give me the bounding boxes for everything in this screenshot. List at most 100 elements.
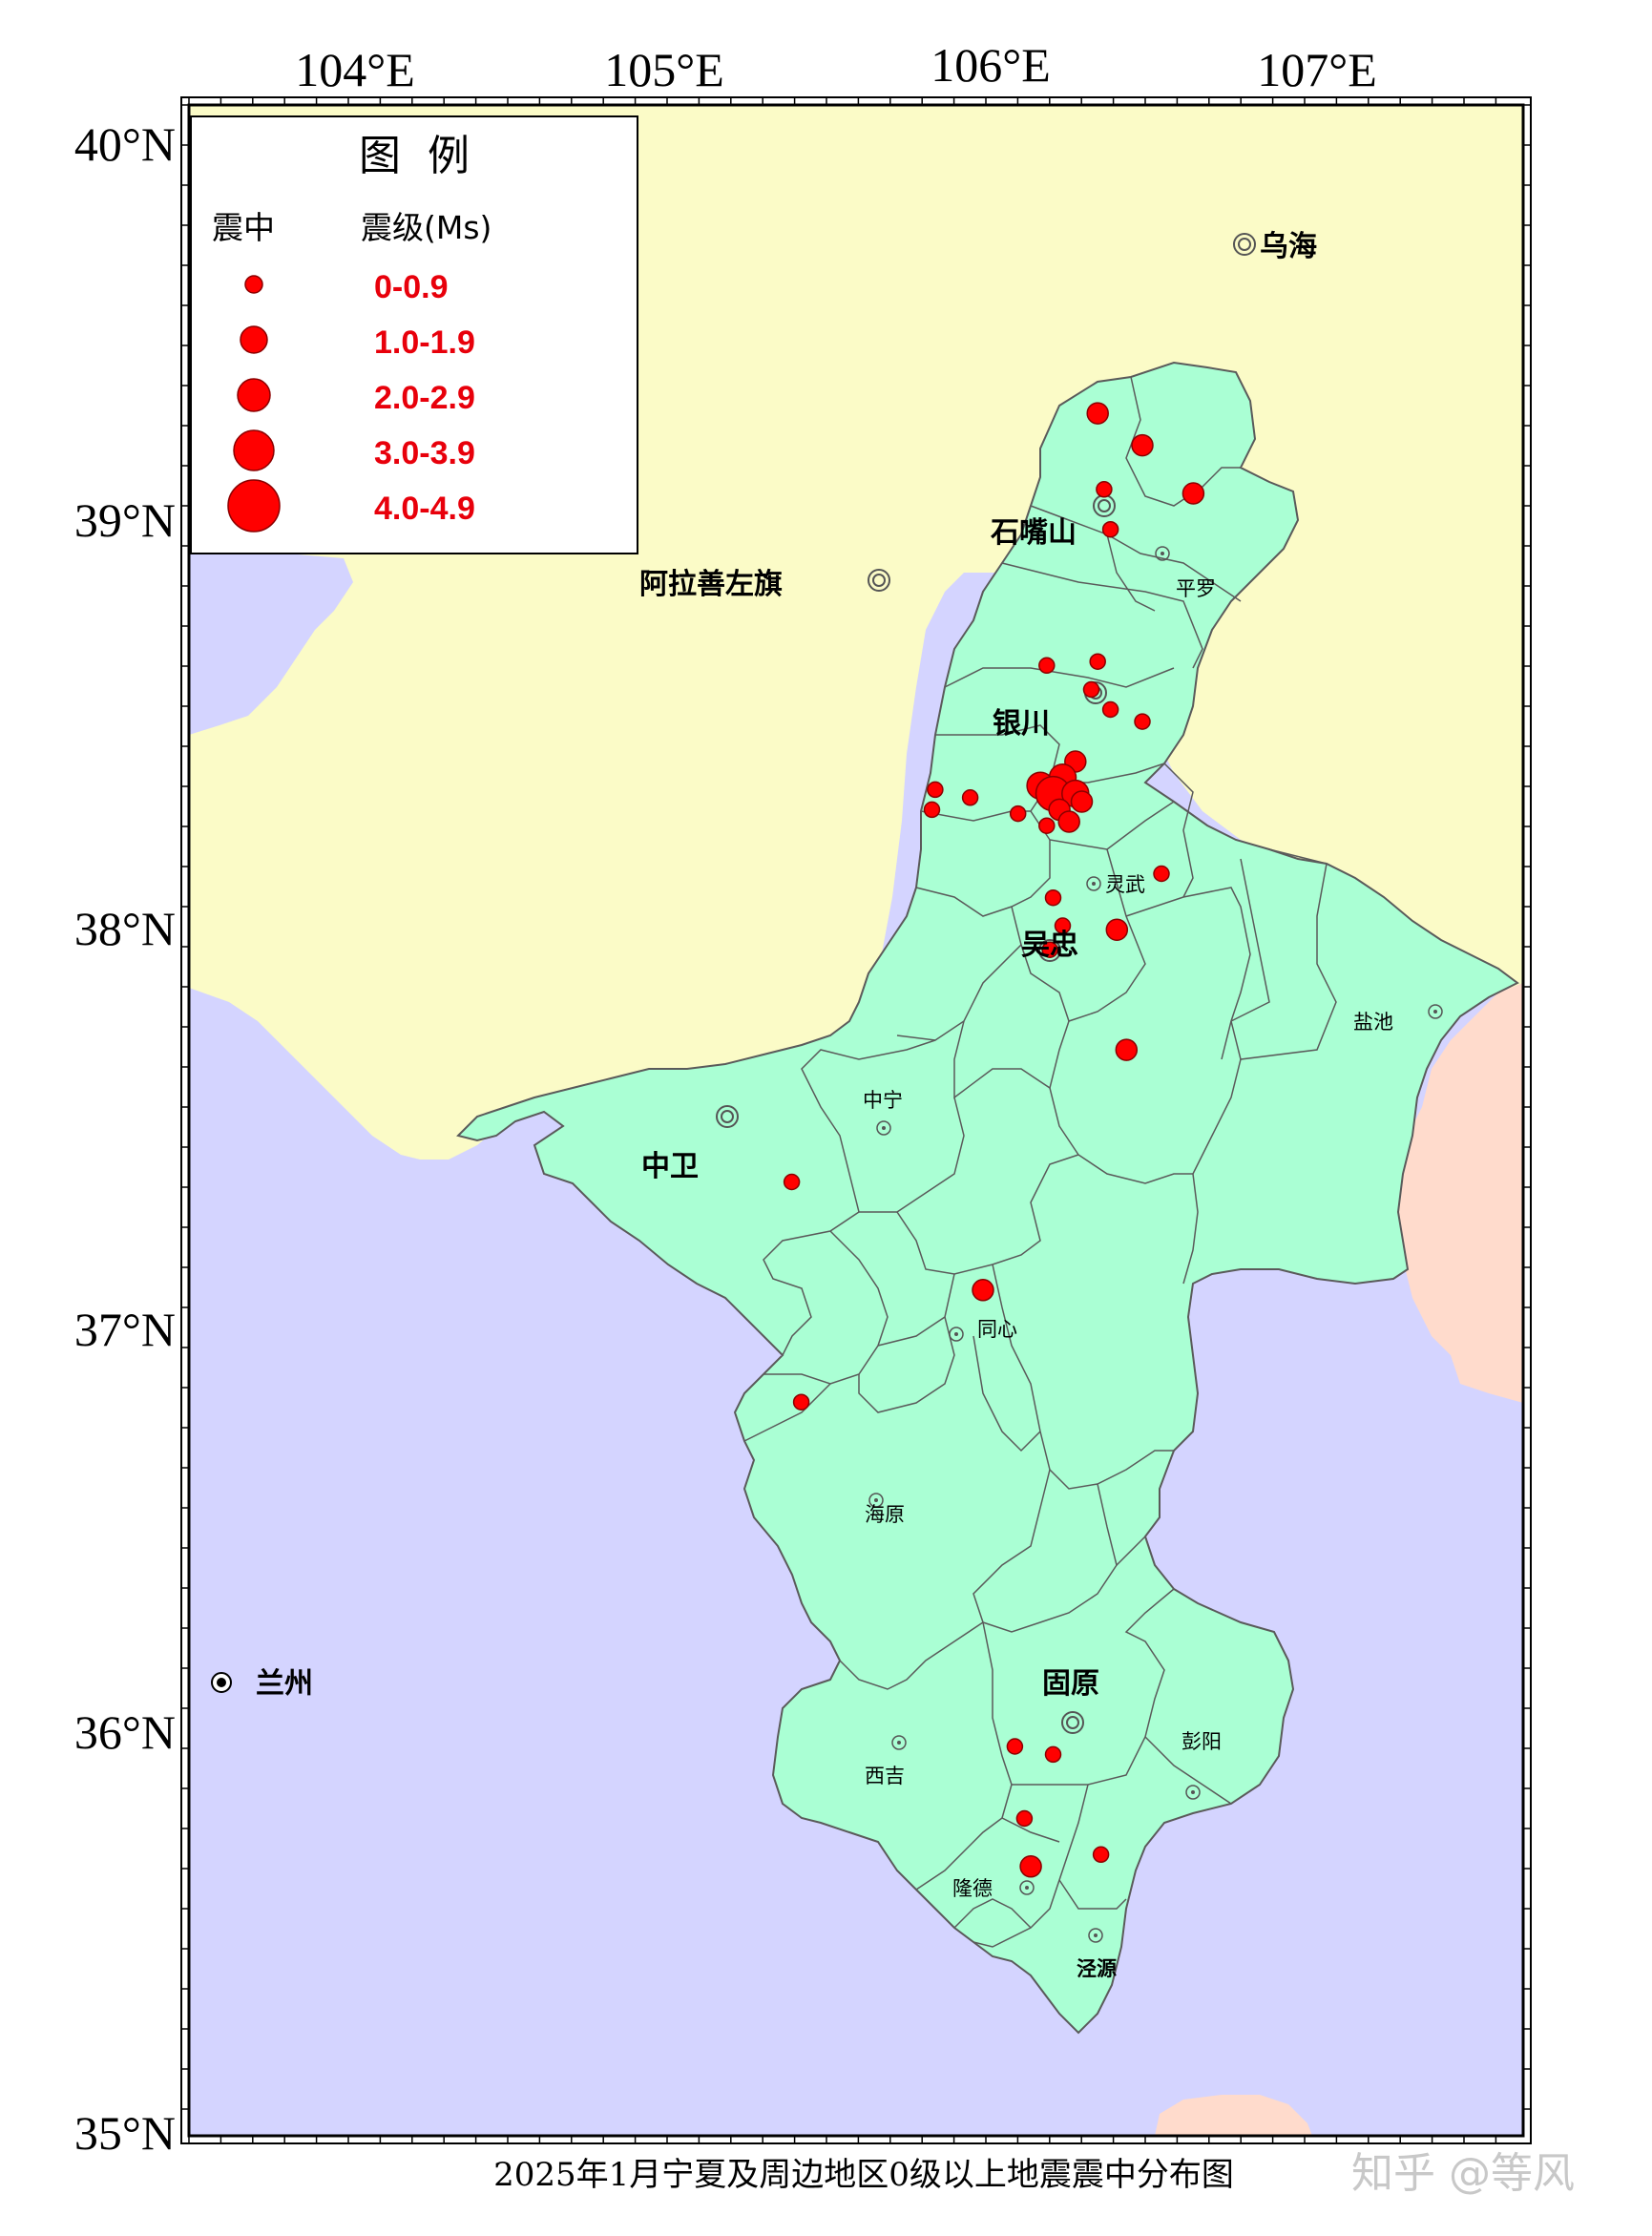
county-marker-zhongning <box>876 1120 891 1136</box>
legend-symbol <box>240 325 268 354</box>
legend-range-label: 0-0.9 <box>374 269 449 305</box>
epicenter-point <box>972 1279 994 1302</box>
legend-symbol <box>227 479 281 533</box>
epicenter-point <box>1131 433 1154 457</box>
county-label-tongxin: 同心 <box>977 1318 1017 1341</box>
county-label-pingluo: 平罗 <box>1176 577 1216 600</box>
city-label-zhongwei: 中卫 <box>641 1150 699 1183</box>
legend-item: 3.0-3.9 <box>233 429 475 471</box>
city-marker-wuhai <box>1233 233 1256 256</box>
county-marker-pengyang <box>1185 1785 1201 1800</box>
city-marker-lanzhou <box>211 1672 232 1693</box>
epicenter-point <box>1082 680 1100 699</box>
shaanxi-land <box>1389 983 1523 1403</box>
x-tick-label: 106°E <box>931 38 1051 92</box>
epicenter-point <box>1096 481 1113 498</box>
legend-item: 4.0-4.9 <box>227 479 475 533</box>
city-label-lanzhou: 兰州 <box>256 1667 313 1701</box>
epicenter-point <box>1101 520 1119 538</box>
epicenter-point <box>1115 1038 1139 1061</box>
y-tick-label: 40°N <box>74 117 176 171</box>
map-caption: 2025年1月宁夏及周边地区0级以上地震震中分布图 <box>493 2156 1234 2194</box>
epicenter-point <box>1041 941 1058 958</box>
legend-title: 图 例 <box>359 132 470 180</box>
county-marker-longde <box>1019 1880 1035 1895</box>
epicenter-point <box>1057 810 1080 833</box>
county-marker-jingyuan <box>1088 1928 1103 1943</box>
map-body <box>189 105 1523 2136</box>
longitude-axis: 104°E 105°E 106°E 107°E <box>295 38 1377 96</box>
epicenter-point <box>1015 1809 1034 1828</box>
county-marker-yanchi <box>1428 1004 1443 1019</box>
epicenter-point <box>1038 817 1056 834</box>
legend-symbol <box>237 378 271 412</box>
legend-item: 0-0.9 <box>244 269 449 305</box>
y-tick-label: 38°N <box>74 902 176 955</box>
county-marker-pingluo <box>1155 546 1170 561</box>
county-label-haiyuan: 海原 <box>865 1503 905 1526</box>
x-tick-label: 107°E <box>1257 43 1377 96</box>
city-label-wuzhong: 吴忠 <box>1021 929 1078 962</box>
legend-symbol <box>233 429 275 471</box>
city-marker-alxa <box>868 569 890 592</box>
legend-range-label: 1.0-1.9 <box>374 324 475 361</box>
epicenter-point <box>1054 917 1072 934</box>
county-label-lingwu: 灵武 <box>1105 873 1145 896</box>
county-label-zhongning: 中宁 <box>863 1089 903 1112</box>
legend-col-magnitude: 震级(Ms) <box>361 209 491 246</box>
epicenter-point <box>927 781 944 799</box>
place-labels: 乌海 石嘴山 阿拉善左旗 银川 吴忠 中卫 固原 兰州 平罗 灵武 盐池 中宁 … <box>256 230 1393 1980</box>
county-label-longde: 隆德 <box>952 1877 993 1900</box>
alxa-west-region <box>189 549 353 735</box>
legend: 图 例 震中 震级(Ms) 0-0.9 1.0-1.9 2.0-2.9 3.0-3.9… <box>190 115 638 554</box>
county-boundaries <box>743 376 1356 1948</box>
epicenter-point <box>923 801 941 819</box>
epicenter-point <box>1105 918 1129 941</box>
epicenter-point <box>1092 1846 1110 1864</box>
legend-range-label: 2.0-2.9 <box>374 380 475 416</box>
y-tick-label: 36°N <box>74 1705 176 1759</box>
x-tick-label: 104°E <box>295 43 415 96</box>
epicenter-point <box>1153 865 1170 883</box>
county-label-xiji: 西吉 <box>865 1765 905 1787</box>
county-label-pengyang: 彭阳 <box>1181 1730 1222 1753</box>
city-label-yinchuan: 银川 <box>993 707 1050 741</box>
county-marker-haiyuan <box>868 1493 884 1508</box>
county-marker-lingwu <box>1086 876 1101 891</box>
epicenter-point <box>1089 653 1106 670</box>
epicenter-point <box>1006 1738 1024 1755</box>
epicenter-point <box>1044 1745 1062 1764</box>
city-label-wuhai: 乌海 <box>1260 230 1317 263</box>
county-label-jingyuan: 泾源 <box>1077 1957 1117 1980</box>
y-tick-label: 37°N <box>74 1303 176 1356</box>
epicenter-point <box>1009 805 1027 823</box>
city-marker-guyuan <box>1061 1711 1084 1734</box>
epicenter-point <box>1070 790 1094 813</box>
y-tick-label: 39°N <box>74 493 176 547</box>
epicenter-point <box>1101 700 1119 719</box>
watermark: 知乎 @等风 <box>1351 2149 1575 2198</box>
city-marker-zhongwei <box>716 1105 739 1128</box>
latitude-axis: 40°N 39°N 38°N 37°N 36°N 35°N <box>74 117 176 2160</box>
epicenter-point <box>792 1393 810 1411</box>
city-label-shizuishan: 石嘴山 <box>990 516 1077 550</box>
city-label-alxa: 阿拉善左旗 <box>639 568 783 601</box>
city-label-guyuan: 固原 <box>1042 1667 1099 1701</box>
county-marker-xiji <box>891 1735 907 1750</box>
legend-range-label: 3.0-3.9 <box>374 435 475 471</box>
epicenter-layer <box>783 402 1205 1878</box>
county-marker-tongxin <box>949 1327 964 1342</box>
legend-item: 1.0-1.9 <box>240 324 475 361</box>
epicenter-point <box>1019 1855 1042 1878</box>
y-tick-label: 35°N <box>74 2106 176 2160</box>
legend-item: 2.0-2.9 <box>237 378 475 416</box>
county-label-yanchi: 盐池 <box>1353 1011 1393 1034</box>
shaanxi-south-patch <box>1155 2095 1312 2136</box>
map-frame <box>180 96 1532 2144</box>
legend-range-label: 4.0-4.9 <box>374 491 475 527</box>
x-tick-label: 105°E <box>604 43 724 96</box>
epicenter-point <box>783 1173 801 1191</box>
epicenter-point <box>961 789 979 806</box>
epicenter-point <box>1181 482 1205 505</box>
